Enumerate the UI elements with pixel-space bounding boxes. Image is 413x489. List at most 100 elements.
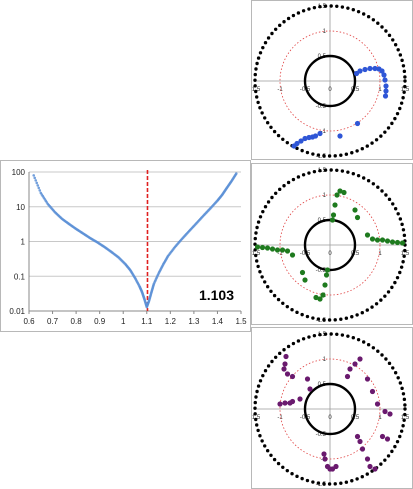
- outer-boundary-dot: [399, 429, 404, 433]
- data-point: [298, 138, 304, 144]
- x-tick-label: 1.5: [401, 251, 410, 257]
- x-tick-label: -0.5: [300, 87, 311, 93]
- outer-boundary-dot: [339, 481, 343, 485]
- data-point: [382, 408, 388, 415]
- outer-boundary-dot: [355, 313, 359, 317]
- x-tick-label: 0.5: [351, 87, 360, 93]
- data-point: [317, 130, 323, 137]
- polar-chart-panel-3: -1.5-1-0.500.511.5-1.5-1-0.50.511.5: [251, 327, 413, 489]
- outer-boundary-dot: [346, 6, 350, 10]
- outer-boundary-dot: [344, 316, 349, 320]
- outer-boundary-dot: [296, 175, 301, 179]
- x-tick-label: 0.9: [94, 317, 106, 326]
- outer-boundary-dot: [384, 357, 388, 361]
- outer-boundary-dot: [285, 468, 290, 473]
- outer-boundary-dot: [340, 333, 345, 337]
- data-point: [36, 184, 40, 187]
- data-point: [259, 244, 266, 251]
- outer-boundary-dot: [400, 58, 404, 63]
- outer-boundary-dot: [265, 285, 270, 289]
- data-point: [321, 451, 327, 457]
- data-point: [281, 366, 287, 372]
- outer-boundary-dot: [261, 209, 265, 214]
- outer-boundary-dot: [329, 332, 333, 336]
- outer-boundary-dot: [401, 424, 405, 428]
- x-tick-label: 1.4: [212, 317, 224, 326]
- data-point: [284, 371, 291, 377]
- outer-boundary-dot: [401, 228, 406, 232]
- outer-boundary-dot: [346, 170, 350, 174]
- data-point: [359, 446, 366, 452]
- data-point: [347, 366, 353, 372]
- data-point: [387, 411, 393, 417]
- outer-boundary-dot: [307, 171, 311, 175]
- outer-boundary-dot: [323, 168, 328, 172]
- outer-boundary-dot: [393, 444, 397, 449]
- outer-boundary-dot: [360, 474, 364, 479]
- outer-boundary-dot: [344, 480, 349, 484]
- outer-boundary-dot: [270, 195, 274, 200]
- outer-boundary-dot: [391, 366, 395, 370]
- outer-boundary-dot: [300, 312, 304, 317]
- outer-boundary-dot: [402, 233, 407, 238]
- outer-boundary-dot: [351, 172, 356, 176]
- data-point: [320, 292, 326, 298]
- outer-boundary-dot: [323, 4, 328, 8]
- outer-boundary-dot: [350, 151, 354, 155]
- outer-boundary-dot: [371, 346, 376, 350]
- data-point: [354, 433, 361, 440]
- outer-boundary-dot: [318, 332, 322, 337]
- outer-boundary-dot: [286, 180, 291, 185]
- outer-boundary-dot: [398, 106, 402, 111]
- outer-boundary-dot: [255, 95, 259, 99]
- outer-boundary-dot: [269, 125, 273, 129]
- outer-boundary-dot: [387, 361, 392, 366]
- outer-boundary-dot: [311, 480, 315, 484]
- outer-boundary-dot: [301, 173, 306, 177]
- data-point: [381, 72, 387, 78]
- outer-boundary-dot: [333, 482, 337, 486]
- outer-boundary-dot: [253, 78, 257, 82]
- y-tick-label: -0.5: [316, 432, 327, 438]
- outer-boundary-dot: [260, 275, 264, 279]
- outer-boundary-dot: [350, 479, 354, 483]
- outer-boundary-dot: [380, 189, 384, 193]
- outer-boundary-dot: [312, 333, 317, 338]
- outer-boundary-dot: [285, 304, 290, 309]
- data-point: [234, 172, 238, 175]
- data-point: [307, 386, 313, 392]
- data-point: [379, 237, 386, 243]
- outer-boundary-dot: [396, 212, 400, 216]
- outer-boundary-dot: [253, 412, 257, 416]
- outer-boundary-dot: [398, 434, 402, 439]
- outer-boundary-dot: [371, 18, 376, 22]
- outer-boundary-dot: [327, 318, 332, 322]
- outer-boundary-dot: [376, 349, 380, 353]
- outer-boundary-dot: [260, 111, 264, 115]
- outer-boundary-dot: [401, 260, 405, 264]
- data-point: [38, 189, 42, 192]
- data-point: [282, 361, 288, 367]
- outer-boundary-dot: [282, 20, 286, 24]
- x-tick-label: 0.8: [71, 317, 83, 326]
- data-point: [383, 88, 389, 94]
- outer-boundary-dot: [258, 434, 262, 438]
- y-tick-label: 0.01: [9, 307, 25, 316]
- data-point: [357, 438, 363, 445]
- data-point: [382, 77, 388, 83]
- data-point: [37, 186, 41, 190]
- reference-circle-solid: [303, 54, 357, 108]
- outer-boundary-dot: [395, 111, 400, 116]
- x-tick-label: 1.2: [165, 317, 177, 326]
- data-point: [367, 463, 373, 470]
- y-tick-label: 0.1: [14, 272, 26, 281]
- outer-boundary-dot: [403, 75, 407, 79]
- outer-boundary-dot: [322, 154, 326, 158]
- outer-boundary-dot: [356, 9, 361, 14]
- outer-boundary-dot: [269, 289, 273, 293]
- data-point: [383, 83, 389, 89]
- outer-boundary-dot: [386, 290, 391, 294]
- outer-boundary-dot: [351, 336, 356, 340]
- outer-boundary-dot: [256, 56, 261, 60]
- outer-boundary-dot: [346, 334, 350, 338]
